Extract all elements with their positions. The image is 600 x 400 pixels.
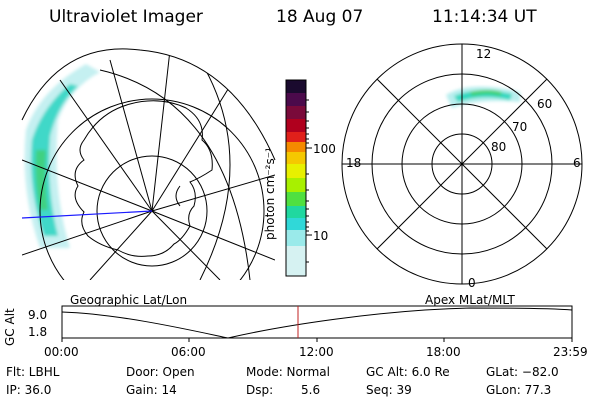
colorbar-unit-label: photon cm⁻²s⁻¹ bbox=[263, 147, 277, 240]
altitude-xtick-1800: 18:00 bbox=[426, 345, 461, 359]
info-flt: Flt: LBHL bbox=[6, 365, 60, 379]
observation-date: 18 Aug 07 bbox=[276, 7, 364, 27]
altitude-xtick-0000: 00:00 bbox=[44, 345, 79, 359]
altitude-xtick-2359: 23:59 bbox=[553, 345, 588, 359]
info-gain: Gain: 14 bbox=[126, 383, 177, 397]
info-dsp-label: Dsp: bbox=[246, 383, 274, 397]
altitude-ytick-9: 9.0 bbox=[28, 308, 48, 322]
info-dsp-value: 5.6 bbox=[301, 383, 321, 397]
info-mode: Mode: Normal bbox=[246, 365, 330, 379]
apex-label: Apex MLat/MLT bbox=[425, 293, 515, 307]
geographic-map bbox=[21, 48, 276, 280]
colorbar bbox=[285, 79, 312, 277]
mlat-label-80: 80 bbox=[491, 140, 507, 154]
info-glat: GLat: −82.0 bbox=[486, 365, 559, 379]
altitude-xtick-1200: 12:00 bbox=[299, 345, 334, 359]
colorbar-tick-100: 100 bbox=[313, 142, 336, 156]
geographic-label: Geographic Lat/Lon bbox=[70, 293, 188, 307]
polar-plot bbox=[341, 43, 583, 285]
observation-time: 11:14:34 UT bbox=[432, 7, 537, 27]
altitude-ytick-1: 1.8 bbox=[28, 325, 48, 339]
info-glon: GLon: 77.3 bbox=[486, 383, 552, 397]
altitude-ylabel: GC Alt bbox=[3, 308, 17, 346]
instrument-title: Ultraviolet Imager bbox=[49, 7, 203, 27]
mlat-label-60: 60 bbox=[537, 97, 553, 111]
info-gcalt: GC Alt: 6.0 Re bbox=[366, 365, 450, 379]
mlt-label-0: 0 bbox=[468, 276, 476, 290]
mlt-label-6: 6 bbox=[573, 156, 581, 170]
altitude-plot bbox=[61, 305, 573, 342]
mlt-label-18: 18 bbox=[346, 156, 362, 170]
altitude-xtick-0600: 06:00 bbox=[171, 345, 206, 359]
colorbar-tick-10: 10 bbox=[313, 229, 329, 243]
mlat-label-70: 70 bbox=[512, 120, 528, 134]
mlt-label-12: 12 bbox=[476, 47, 492, 61]
info-seq: Seq: 39 bbox=[366, 383, 412, 397]
info-door: Door: Open bbox=[126, 365, 195, 379]
info-ip: IP: 36.0 bbox=[6, 383, 52, 397]
